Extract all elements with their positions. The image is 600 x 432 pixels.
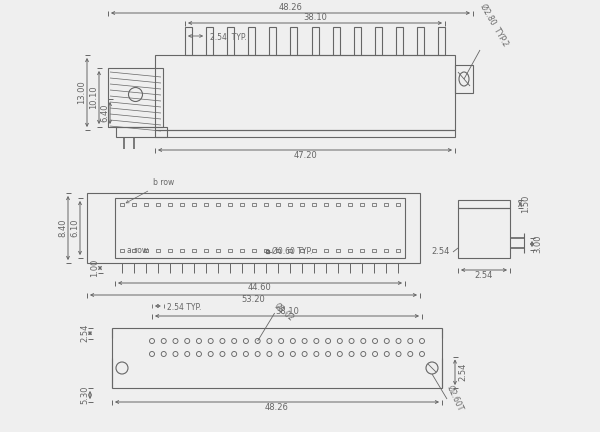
Bar [265, 249, 268, 252]
Bar [290, 27, 298, 55]
Bar [385, 249, 388, 252]
Bar [205, 203, 208, 206]
Bar [116, 127, 167, 137]
Bar [301, 203, 304, 206]
Text: 38.10: 38.10 [303, 13, 327, 22]
Text: 5.30: 5.30 [80, 386, 89, 404]
Bar [206, 27, 213, 55]
Bar [108, 68, 163, 127]
Bar [277, 203, 280, 206]
Bar [169, 249, 172, 252]
Bar [375, 27, 382, 55]
Bar [248, 27, 255, 55]
Text: Ø1.02: Ø1.02 [272, 301, 296, 323]
Bar [373, 203, 376, 206]
Bar [185, 27, 192, 55]
Text: 1.00: 1.00 [91, 259, 100, 277]
Bar [373, 249, 376, 252]
Bar [277, 249, 280, 252]
Bar [217, 249, 220, 252]
Bar [361, 249, 364, 252]
Bar [241, 203, 244, 206]
Bar [385, 203, 388, 206]
Text: 2.54: 2.54 [475, 270, 493, 280]
Bar [397, 249, 400, 252]
Bar [266, 250, 269, 253]
Bar [157, 203, 160, 206]
Bar [145, 249, 148, 252]
Text: 2.54 TYP.: 2.54 TYP. [167, 302, 201, 311]
Bar [229, 203, 232, 206]
Bar [353, 27, 361, 55]
Bar [217, 203, 220, 206]
Bar [301, 249, 304, 252]
Text: 6.40: 6.40 [101, 104, 110, 122]
Bar [332, 27, 340, 55]
Text: 48.26: 48.26 [278, 3, 302, 13]
Bar [157, 249, 160, 252]
Text: 2.54  TYP.: 2.54 TYP. [210, 32, 247, 41]
Bar [155, 55, 455, 130]
Bar [289, 249, 292, 252]
Bar [205, 249, 208, 252]
Text: 13.00: 13.00 [77, 81, 86, 105]
Text: 10.10: 10.10 [89, 86, 98, 109]
Bar [181, 249, 184, 252]
Bar [325, 203, 328, 206]
Bar [325, 249, 328, 252]
Bar [87, 193, 420, 263]
Text: 53.20: 53.20 [242, 295, 265, 305]
Bar [313, 249, 316, 252]
Bar [181, 203, 184, 206]
Text: Ø0.60 TYP.: Ø0.60 TYP. [272, 247, 313, 256]
Bar [115, 198, 405, 258]
Text: a row: a row [127, 246, 148, 255]
Bar [253, 249, 256, 252]
Bar [458, 208, 510, 258]
Bar [133, 249, 136, 252]
Bar [227, 27, 234, 55]
Bar [396, 27, 403, 55]
Bar [253, 203, 256, 206]
Bar [269, 27, 277, 55]
Text: 2.54: 2.54 [431, 248, 450, 257]
Text: 8.40: 8.40 [59, 219, 67, 237]
Bar [289, 203, 292, 206]
Bar [337, 203, 340, 206]
Bar [397, 203, 400, 206]
Bar [193, 249, 196, 252]
Bar [458, 200, 510, 208]
Bar [193, 203, 196, 206]
Bar [265, 203, 268, 206]
Bar [145, 203, 148, 206]
Bar [229, 249, 232, 252]
Bar [438, 27, 445, 55]
Bar [455, 65, 473, 93]
Text: 2.54: 2.54 [458, 363, 467, 381]
Text: 47.20: 47.20 [293, 152, 317, 161]
Bar [121, 203, 124, 206]
Bar [361, 203, 364, 206]
Bar [155, 130, 455, 137]
Text: 2.54: 2.54 [80, 324, 89, 343]
Bar [349, 249, 352, 252]
Bar [133, 203, 136, 206]
Bar [169, 203, 172, 206]
Text: 48.26: 48.26 [265, 403, 289, 412]
Bar [349, 203, 352, 206]
Text: Ø2.60T: Ø2.60T [445, 384, 465, 412]
Text: b row: b row [126, 178, 174, 203]
Bar [417, 27, 424, 55]
Text: 6.10: 6.10 [71, 219, 79, 237]
Bar [313, 203, 316, 206]
Bar [241, 249, 244, 252]
Bar [311, 27, 319, 55]
Text: 3.00: 3.00 [533, 235, 542, 253]
Text: 44.60: 44.60 [248, 283, 272, 292]
Bar [121, 249, 124, 252]
Text: 1.50: 1.50 [521, 195, 530, 213]
Text: 38.10: 38.10 [275, 306, 299, 315]
Bar [337, 249, 340, 252]
Text: Ø2.80  TYP.2: Ø2.80 TYP.2 [478, 3, 509, 48]
